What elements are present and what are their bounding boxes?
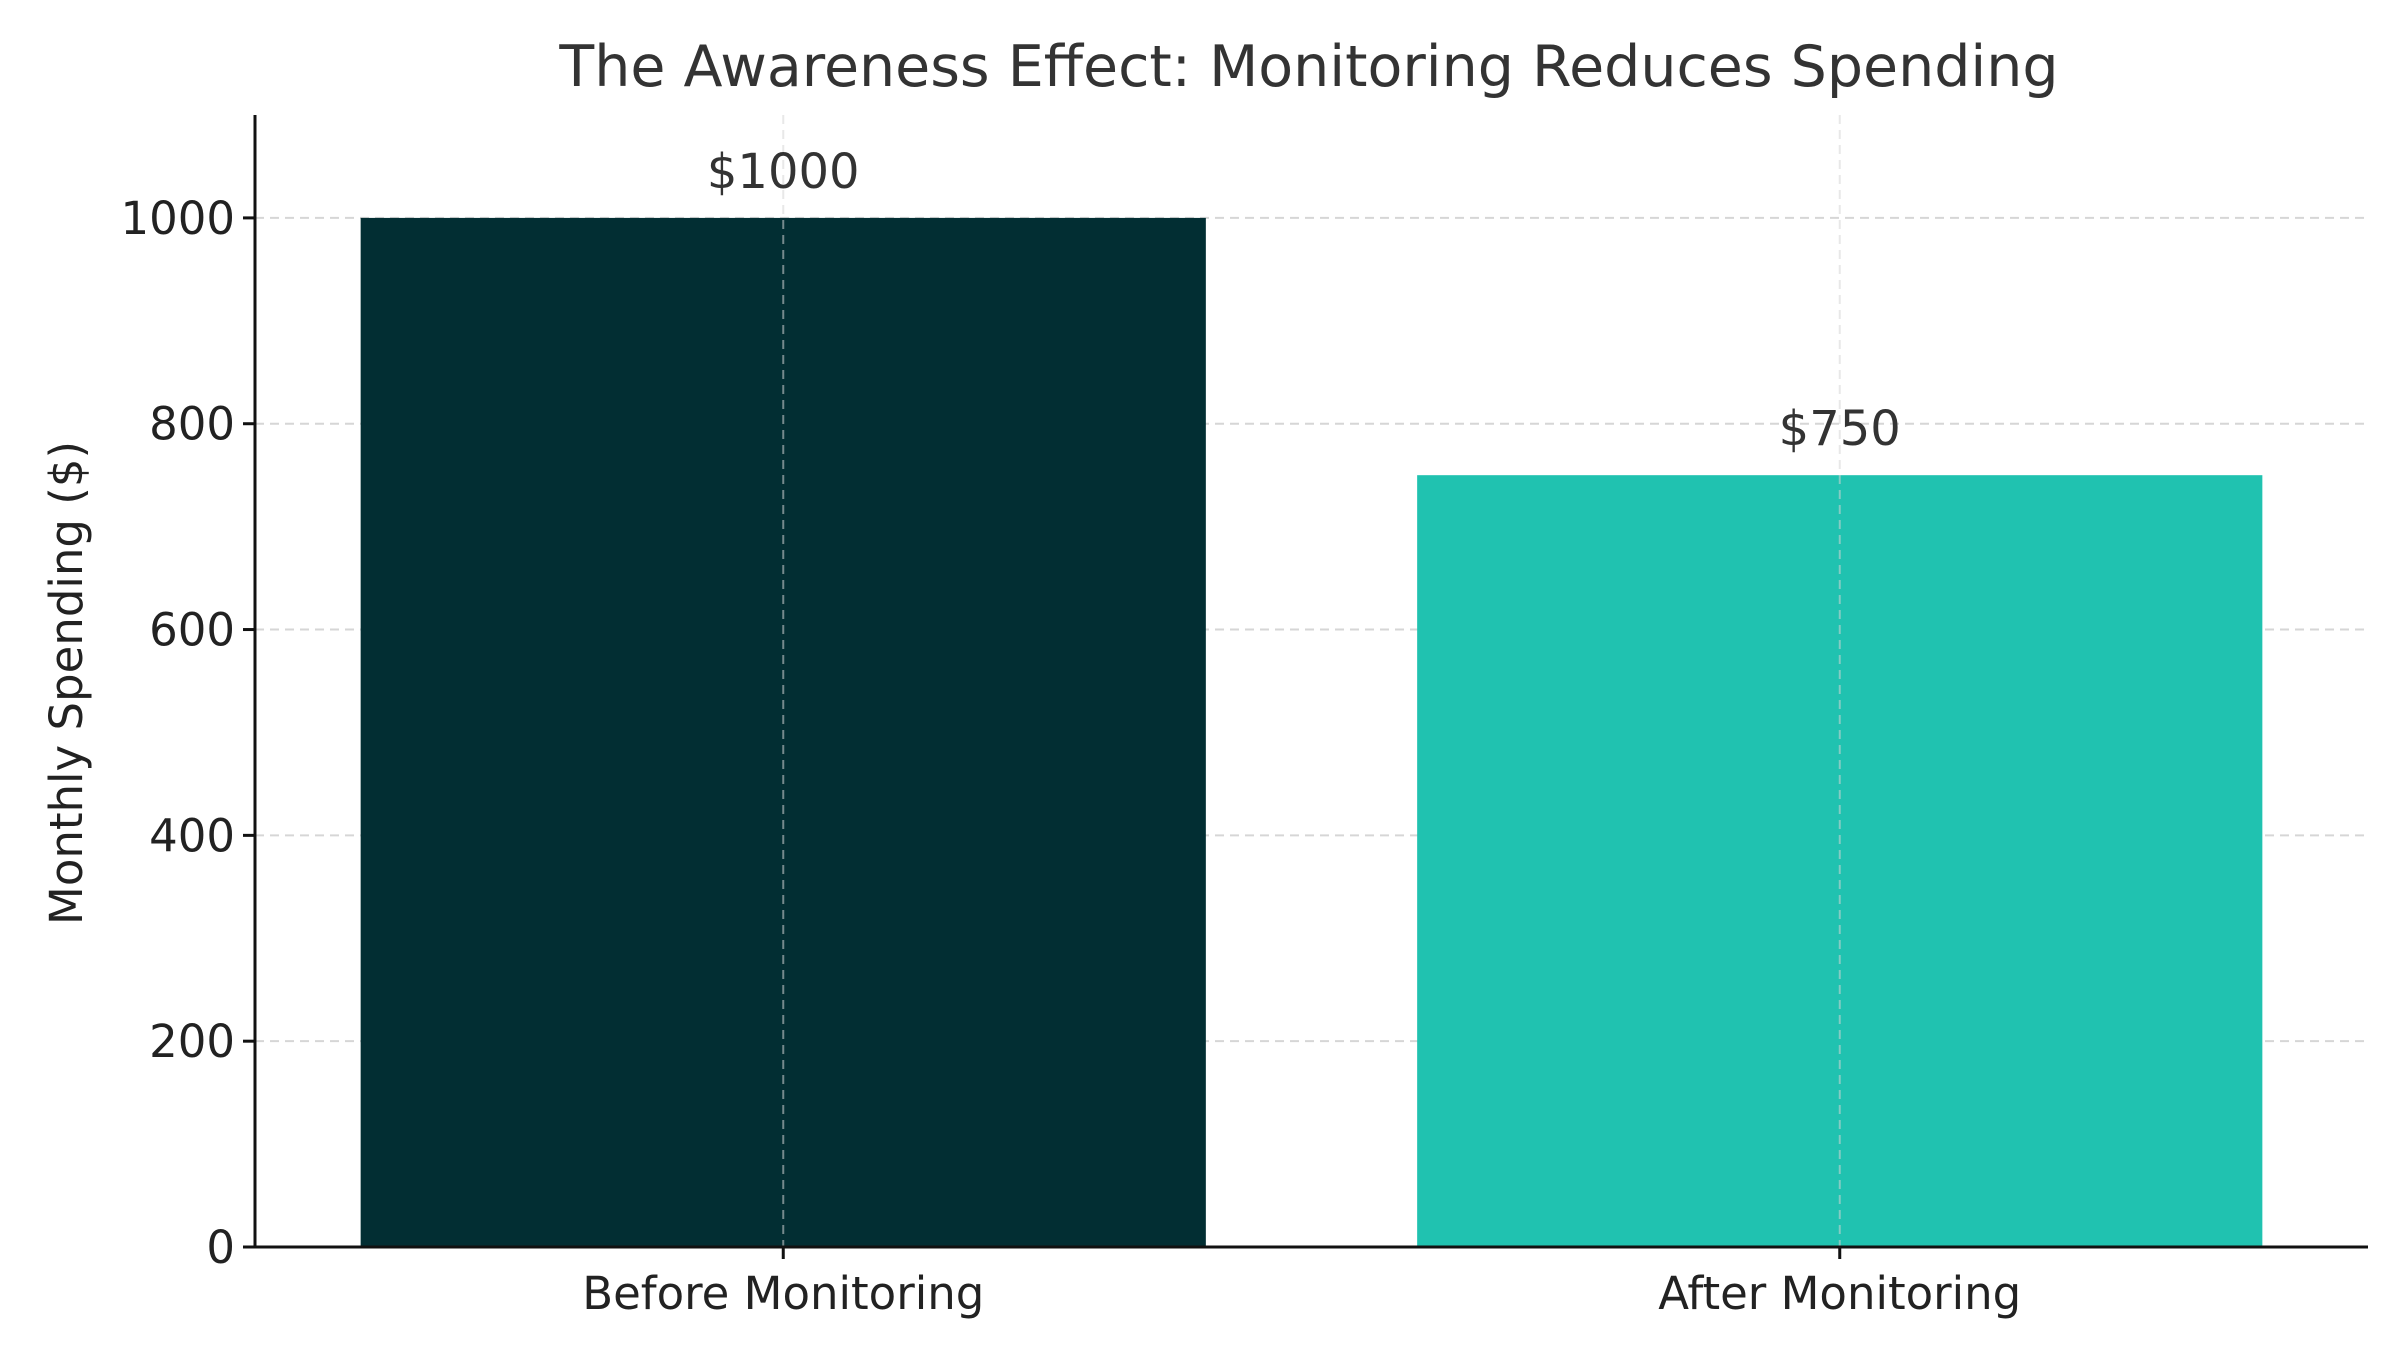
x-gridlines (782, 115, 1841, 1247)
y-tick-label: 0 (206, 1221, 235, 1274)
y-tick-label: 600 (149, 604, 235, 657)
data-labels: $1000 $750 (707, 144, 1901, 457)
x-tick-label: After Monitoring (1658, 1267, 2021, 1320)
y-tick-label: 400 (149, 809, 235, 862)
y-tick-label: 800 (149, 398, 235, 451)
y-axis-label: Monthly Spending ($) (40, 441, 93, 925)
bar-value-label: $1000 (707, 144, 860, 200)
y-tick-label: 1000 (120, 192, 235, 245)
y-tick-label: 200 (149, 1015, 235, 1068)
bar (1417, 475, 2263, 1247)
x-tick-label: Before Monitoring (582, 1267, 984, 1320)
y-ticks: 0 200 400 600 800 1000 (120, 192, 255, 1274)
chart-title: The Awareness Effect: Monitoring Reduces… (558, 34, 2058, 100)
bars (360, 217, 2263, 1248)
bar-value-label: $750 (1779, 401, 1901, 457)
axes (253, 115, 2368, 1249)
x-ticks: Before Monitoring After Monitoring (582, 1247, 2021, 1320)
